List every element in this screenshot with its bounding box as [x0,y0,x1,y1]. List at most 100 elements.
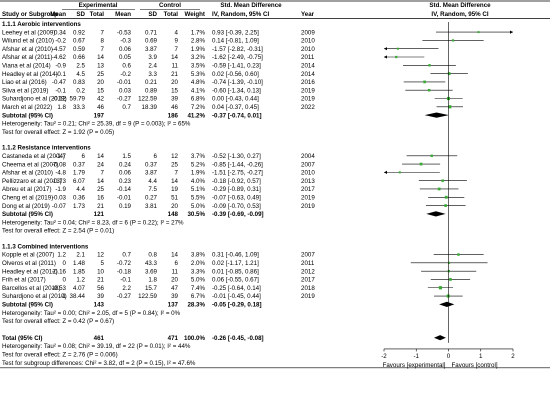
mean-e-value: -0.16 [52,268,67,275]
sd-e-value: 0.92 [73,29,86,36]
sd-e-value: 59.79 [70,96,86,103]
year-value: 2016 [301,79,315,86]
point-estimate-square [451,39,455,42]
sd-e-value: 4.5 [76,71,85,78]
point-estimate-square [441,179,444,182]
total-c-value: 14 [171,252,178,259]
x-tick-label: 0 [447,353,451,360]
point-estimate-square [423,80,426,84]
sd-c-value: 0.89 [145,87,158,94]
year-value: 2017 [301,186,315,193]
mean-c-value: 0.05 [119,54,132,61]
year-value: 2004 [301,153,315,160]
total-c-value: 4 [175,29,179,36]
total-weight: 100.0% [184,335,205,342]
total-e-value: 5 [101,260,105,267]
sd-c-value: 3.87 [145,46,158,53]
ci-value: -0.25 [-0.64, 0.14] [212,285,261,292]
sd-e-value: 6 [82,153,86,160]
mean-e-value: -4.8 [55,170,66,177]
sd-e-value: 0.66 [73,54,86,61]
mean-e-value: -0.07 [52,203,67,210]
mean-c-value: 2.2 [122,285,131,292]
subtotal-total-e: 121 [94,211,105,218]
study-name: Pellizzaro et al (2013) [2,178,62,185]
total-e-value: 25 [97,186,104,193]
study-name: Kopple et al (2007) [2,252,54,259]
weight-value: 1.9% [191,46,206,53]
point-estimate-square [447,72,451,75]
point-estimate-square [395,55,398,59]
mean-c-value: -0.27 [117,293,132,300]
total-c-value: 21 [171,71,178,78]
total-c-value: 11 [172,268,179,275]
sd-e-value: 1.73 [73,203,86,210]
subtotal-ci: -0.37 [-0.74, 0.01] [212,112,262,119]
ci-value: -0.01 [-0.45, 0.44] [212,293,261,300]
smd-header-left: Std. Mean Difference [220,2,282,9]
subtotal-weight: 28.3% [187,302,205,309]
subtotal-total-c: 148 [168,211,179,218]
total-c-value: 46 [171,104,178,111]
point-estimate-square [396,47,399,50]
sd-e-value: 4.07 [73,285,86,292]
study-name: Silva et al (2019) [2,87,48,94]
sd-c-value: 0.37 [145,161,158,168]
weight-value: 5.0% [191,203,206,210]
year-value: 2019 [301,194,315,201]
favours-experimental-label: Favours [experimental] [383,362,446,369]
ci-value: 0.02 [-1.17, 1.21] [212,260,259,267]
total-e-value: 13 [97,63,104,70]
sd-e-header: SD [76,11,85,18]
sd-e-value: 2.1 [76,252,85,259]
total-e-header: Total [90,11,105,18]
subtotal-label: Subtotal (95% CI) [2,302,53,309]
total-c-value: 51 [171,194,178,201]
study-name: Castaneda et al (2004) [2,153,65,160]
weight-value: 7.2% [191,104,206,111]
total-c-value: 25 [171,161,178,168]
total-c-value: 20 [171,277,178,284]
mean-e-value: -0.9 [55,63,66,70]
sd-c-value: 6 [154,153,158,160]
mean-e-value: -0.1 [55,71,66,78]
mean-e-header: Mean [50,11,66,18]
weight-value: 3.2% [191,54,206,61]
year-value: 2018 [301,285,315,292]
weight-value: 6.8% [191,96,206,103]
subgroup-title: 1.1.3 Combined interventions [2,243,89,250]
ci-value: -0.29 [-0.89, 0.31] [212,186,261,193]
ci-value: -0.60 [-1.34, 0.13] [212,87,261,94]
year-value: 2010 [301,46,315,53]
sd-c-value: 3.69 [145,268,158,275]
total-ci: -0.26 [-0.45, -0.08] [212,335,264,342]
sd-e-value: 0.67 [73,38,86,45]
sd-c-value: 122.59 [138,293,157,300]
weight-value: 3.5% [191,63,206,70]
total-e-value: 21 [97,277,104,284]
total-e-value: 14 [97,178,104,185]
mean-e-value: -0.47 [52,79,67,86]
mean-c-value: -0.2 [120,71,131,78]
total-c-value: 19 [171,186,178,193]
total-e-value: 16 [97,194,104,201]
ci-value: 0.01 [-0.85, 0.86] [212,268,259,275]
subgroup-title: 1.1.1 Aerobic interventions [2,21,81,28]
weight-value: 4.0% [191,178,206,185]
total-e-value: 14 [97,153,104,160]
sd-c-value: 7.5 [148,186,157,193]
mean-c-value: 1.5 [122,153,131,160]
ci-value: 0.00 [-0.43, 0.44] [212,96,259,103]
total-e-value: 8 [101,38,105,45]
study-name: Cheema et al (2007) [2,161,58,168]
subgroup-heterogeneity: Heterogeneity: Tau² = 0.21; Chi² = 25.39… [2,121,191,128]
total-total-c: 471 [168,335,179,342]
sd-e-value: 2.5 [76,63,85,70]
sd-c-value: 15.7 [145,285,158,292]
point-estimate-square [444,195,448,199]
sd-c-value: 3.9 [148,54,157,61]
sd-e-value: 0.2 [76,87,85,94]
subtotal-weight: 30.5% [187,211,205,218]
total-e-value: 7 [101,46,105,53]
